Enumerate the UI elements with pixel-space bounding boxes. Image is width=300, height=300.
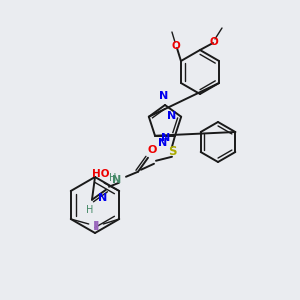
Text: I: I <box>95 220 100 233</box>
Text: H: H <box>86 205 94 215</box>
Text: O: O <box>172 41 180 51</box>
Text: N: N <box>112 175 121 185</box>
Text: N: N <box>158 138 167 148</box>
Text: I: I <box>92 220 97 233</box>
Text: N: N <box>161 133 170 143</box>
Text: N: N <box>167 111 176 121</box>
Text: HO: HO <box>92 169 110 179</box>
Text: O: O <box>147 145 157 155</box>
Text: N: N <box>159 91 169 101</box>
Text: N: N <box>98 193 107 203</box>
Text: H: H <box>109 173 117 183</box>
Text: S: S <box>168 145 176 158</box>
Text: O: O <box>210 37 218 47</box>
